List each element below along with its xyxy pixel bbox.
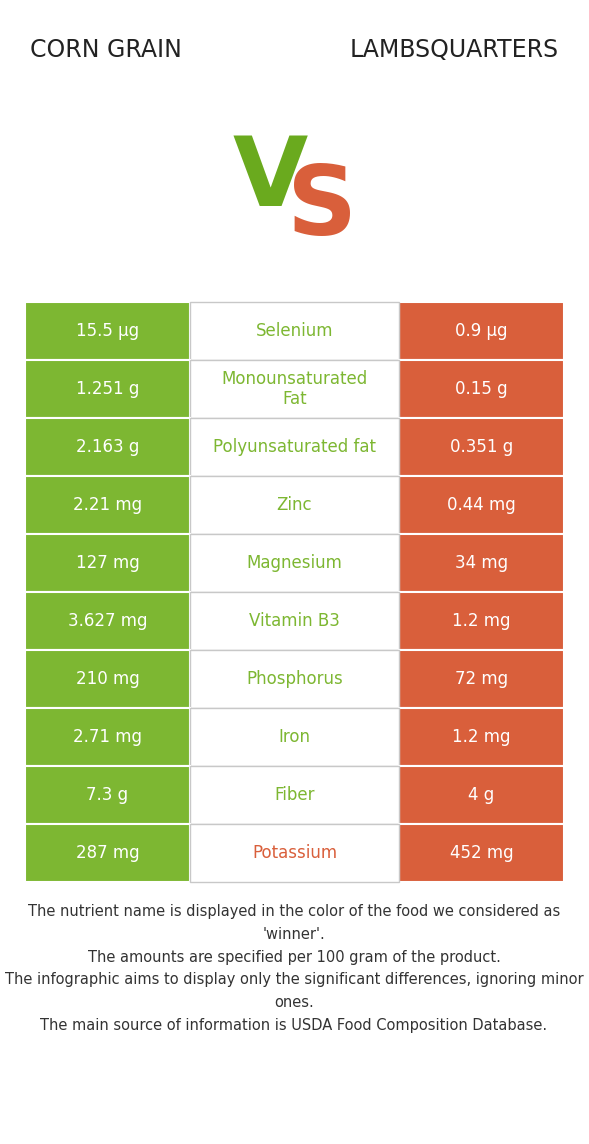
Text: Vitamin B3: Vitamin B3: [249, 612, 340, 630]
Bar: [399, 766, 564, 824]
Text: Potassium: Potassium: [252, 844, 337, 861]
Bar: [190, 476, 399, 534]
Text: Magnesium: Magnesium: [247, 554, 342, 572]
Bar: [25, 766, 190, 824]
Bar: [399, 302, 564, 360]
Bar: [399, 824, 564, 882]
Text: S: S: [287, 161, 357, 254]
Text: V: V: [233, 134, 307, 227]
Bar: [25, 708, 190, 766]
Text: 2.21 mg: 2.21 mg: [73, 496, 142, 514]
Text: 34 mg: 34 mg: [455, 554, 508, 572]
Bar: [399, 591, 564, 650]
Bar: [399, 418, 564, 476]
Bar: [25, 302, 190, 360]
Bar: [190, 766, 399, 824]
Bar: [25, 534, 190, 591]
Bar: [190, 824, 399, 882]
Text: Polyunsaturated fat: Polyunsaturated fat: [213, 438, 376, 456]
Text: 15.5 μg: 15.5 μg: [76, 321, 139, 340]
Text: 72 mg: 72 mg: [455, 670, 508, 688]
Text: The nutrient name is displayed in the color of the food we considered as
'winner: The nutrient name is displayed in the co…: [5, 904, 583, 1033]
Bar: [190, 650, 399, 708]
Bar: [25, 476, 190, 534]
Text: LAMBSQUARTERS: LAMBSQUARTERS: [350, 38, 559, 62]
Text: 210 mg: 210 mg: [75, 670, 140, 688]
Text: Iron: Iron: [279, 728, 310, 746]
Bar: [190, 591, 399, 650]
Text: CORN GRAIN: CORN GRAIN: [30, 38, 182, 62]
Text: 0.15 g: 0.15 g: [455, 380, 508, 398]
Text: 2.71 mg: 2.71 mg: [73, 728, 142, 746]
Bar: [190, 302, 399, 360]
Bar: [25, 591, 190, 650]
Text: Zinc: Zinc: [277, 496, 312, 514]
Bar: [25, 824, 190, 882]
Bar: [399, 534, 564, 591]
Text: 3.627 mg: 3.627 mg: [68, 612, 147, 630]
Bar: [399, 476, 564, 534]
Text: 1.2 mg: 1.2 mg: [452, 728, 511, 746]
Bar: [25, 360, 190, 418]
Bar: [25, 418, 190, 476]
Bar: [190, 360, 399, 418]
Bar: [399, 708, 564, 766]
Bar: [190, 708, 399, 766]
Text: 0.351 g: 0.351 g: [450, 438, 513, 456]
Text: Phosphorus: Phosphorus: [246, 670, 343, 688]
Bar: [399, 650, 564, 708]
Text: 1.251 g: 1.251 g: [76, 380, 139, 398]
Text: 7.3 g: 7.3 g: [87, 786, 128, 804]
Text: Monounsaturated
Fat: Monounsaturated Fat: [221, 370, 368, 408]
Bar: [399, 360, 564, 418]
Text: Fiber: Fiber: [274, 786, 315, 804]
Bar: [190, 418, 399, 476]
Bar: [190, 534, 399, 591]
Bar: [25, 650, 190, 708]
Text: Selenium: Selenium: [256, 321, 333, 340]
Text: 287 mg: 287 mg: [76, 844, 140, 861]
Text: 4 g: 4 g: [468, 786, 495, 804]
Text: 452 mg: 452 mg: [449, 844, 513, 861]
Text: 1.2 mg: 1.2 mg: [452, 612, 511, 630]
Text: 2.163 g: 2.163 g: [76, 438, 139, 456]
Text: 0.9 μg: 0.9 μg: [455, 321, 508, 340]
Text: 127 mg: 127 mg: [75, 554, 140, 572]
Text: 0.44 mg: 0.44 mg: [447, 496, 516, 514]
